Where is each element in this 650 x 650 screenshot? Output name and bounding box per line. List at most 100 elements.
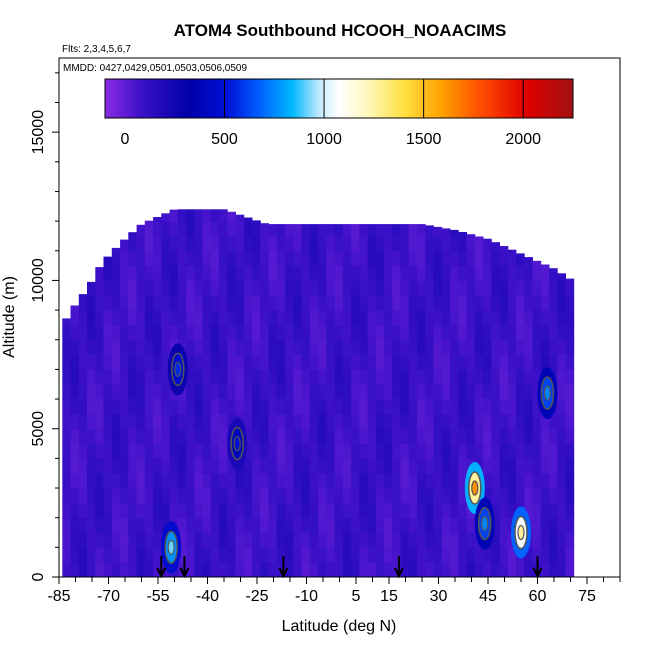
- heat-cell: [144, 399, 154, 415]
- heat-cell: [219, 235, 228, 252]
- heat-cell: [359, 547, 368, 563]
- heat-cell: [326, 369, 335, 385]
- heat-cell: [194, 354, 203, 370]
- heat-cell: [243, 310, 253, 326]
- heat-cell: [557, 399, 566, 415]
- heat-cell: [458, 232, 467, 237]
- heat-cell: [557, 532, 566, 548]
- heatmap-field: [62, 209, 575, 577]
- heat-cell: [260, 547, 269, 563]
- heat-cell: [120, 488, 129, 504]
- heat-cell: [276, 339, 286, 355]
- heat-cell: [111, 473, 121, 489]
- heat-cell: [202, 310, 212, 326]
- heat-cell: [351, 502, 360, 519]
- heat-cell: [565, 547, 575, 563]
- heat-cell: [334, 473, 344, 489]
- heat-cell: [425, 443, 434, 459]
- heat-cell: [483, 265, 492, 281]
- heat-cell: [433, 324, 443, 341]
- heat-cell: [392, 354, 401, 370]
- heat-cell: [293, 428, 302, 444]
- heat-cell: [408, 369, 418, 385]
- heat-cell: [483, 413, 492, 430]
- heat-cell: [78, 369, 88, 385]
- heat-cell: [367, 384, 377, 400]
- heat-cell: [177, 532, 187, 548]
- heat-cell: [392, 399, 401, 415]
- heat-cell: [153, 532, 162, 548]
- heat-cell: [177, 221, 187, 237]
- heat-cell: [62, 318, 71, 326]
- heat-cell: [450, 413, 459, 430]
- heat-cell: [400, 224, 410, 237]
- heat-cell: [169, 443, 179, 459]
- heat-cell: [219, 384, 228, 400]
- heat-cell: [433, 473, 443, 489]
- heat-cell: [70, 547, 80, 563]
- heat-cell: [425, 399, 434, 415]
- heat-cell: [103, 339, 113, 355]
- heat-cell: [557, 428, 566, 444]
- heat-cell: [565, 399, 575, 415]
- heat-cell: [78, 294, 88, 296]
- heat-cell: [219, 473, 228, 489]
- heat-cell: [408, 488, 418, 504]
- heat-cell: [210, 443, 220, 459]
- heat-cell: [466, 235, 476, 252]
- heat-cell: [301, 265, 311, 281]
- heat-cell: [276, 235, 286, 252]
- heat-cell: [128, 354, 137, 370]
- heat-cell: [153, 488, 162, 504]
- heat-cell: [202, 265, 212, 281]
- heat-cell: [301, 502, 311, 519]
- heat-cell: [161, 265, 170, 281]
- heat-cell: [136, 562, 146, 577]
- heat-cell: [70, 413, 80, 430]
- heat-cell: [326, 532, 335, 548]
- heat-cell: [359, 265, 368, 281]
- heat-cell: [120, 413, 129, 430]
- heat-cell: [177, 295, 187, 311]
- heat-cell: [367, 369, 377, 385]
- heat-cell: [375, 443, 385, 459]
- heat-cell: [466, 234, 476, 237]
- heat-cell: [342, 310, 352, 326]
- heat-cell: [194, 532, 203, 548]
- heat-cell: [177, 280, 187, 296]
- heat-cell: [219, 295, 228, 311]
- heat-cell: [342, 265, 352, 281]
- heat-cell: [524, 473, 533, 489]
- heat-cell: [268, 517, 278, 533]
- heat-cell: [433, 488, 443, 504]
- heat-cell: [219, 399, 228, 415]
- heat-cell: [136, 295, 146, 311]
- heat-cell: [243, 488, 253, 504]
- heat-cell: [516, 473, 525, 489]
- heat-cell: [70, 384, 80, 400]
- heat-cell: [62, 413, 71, 430]
- heat-cell: [293, 280, 302, 296]
- heat-cell: [433, 354, 443, 370]
- profile-arrow-head: [532, 567, 543, 579]
- heat-cell: [136, 488, 146, 504]
- heat-cell: [128, 324, 137, 341]
- heat-cell: [186, 517, 195, 533]
- heat-cell: [441, 250, 451, 266]
- heat-cell: [334, 295, 344, 311]
- heat-cell: [128, 280, 137, 296]
- heat-cell: [351, 517, 360, 533]
- heat-cell: [466, 443, 476, 459]
- heat-cell: [293, 250, 302, 266]
- heat-cell: [384, 532, 393, 548]
- heat-cell: [103, 547, 113, 563]
- x-tick-label: -25: [245, 588, 268, 605]
- heat-cell: [276, 310, 286, 326]
- heat-cell: [334, 354, 344, 370]
- heat-cell: [268, 384, 278, 400]
- heat-cell: [144, 280, 154, 296]
- heat-cell: [549, 324, 558, 341]
- heat-cell: [202, 339, 212, 355]
- heat-cell: [417, 502, 426, 519]
- heat-cell: [128, 399, 137, 415]
